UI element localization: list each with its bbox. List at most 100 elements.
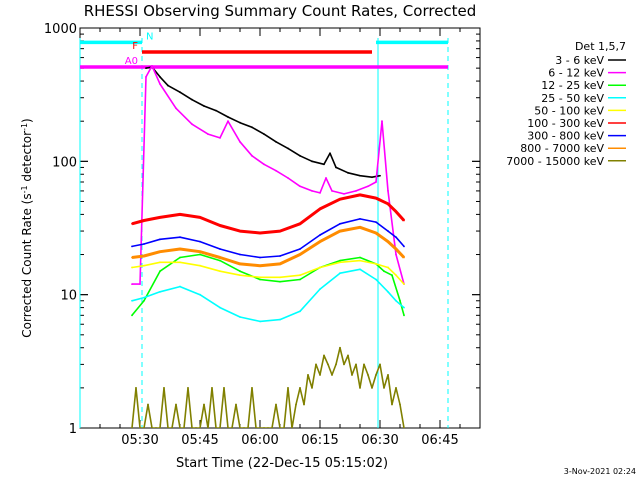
state-bar-label: N	[146, 31, 153, 42]
legend-label: 50 - 100 keV	[534, 104, 604, 117]
data-point	[179, 91, 181, 94]
x-axis-label: Start Time (22-Dec-15 05:15:02)	[176, 456, 388, 471]
data-point	[335, 363, 337, 366]
footer-date: 3-Nov-2021 02:24	[564, 467, 636, 476]
data-point	[279, 263, 281, 265]
series-line-2	[131, 253, 405, 316]
data-point	[339, 222, 341, 225]
data-point	[131, 283, 133, 286]
data-point	[403, 245, 405, 248]
data-point	[199, 250, 201, 253]
data-point	[179, 427, 181, 428]
data-point	[271, 427, 273, 428]
data-point	[215, 427, 217, 428]
data-point	[403, 427, 405, 428]
data-point	[295, 403, 297, 406]
data-point	[383, 270, 385, 273]
x-tick-label: 06:45	[421, 433, 458, 448]
data-point	[255, 427, 257, 428]
data-point	[279, 230, 281, 232]
data-point	[307, 374, 309, 376]
data-point	[375, 263, 377, 265]
data-point	[247, 427, 249, 428]
data-point	[327, 363, 329, 366]
data-point	[279, 280, 281, 283]
data-point	[175, 403, 177, 406]
data-point	[319, 288, 321, 291]
data-point	[243, 427, 245, 428]
data-point	[131, 427, 133, 428]
data-point	[239, 253, 241, 256]
data-point	[259, 264, 261, 267]
data-point	[143, 427, 145, 428]
data-point	[287, 386, 289, 389]
data-point	[239, 263, 241, 265]
data-point	[299, 154, 301, 157]
data-point	[387, 190, 389, 192]
data-point	[131, 222, 133, 225]
data-point	[131, 245, 133, 248]
data-point	[375, 181, 377, 183]
data-point	[143, 255, 145, 257]
data-point	[239, 140, 241, 143]
data-point	[251, 386, 253, 389]
data-point	[143, 299, 145, 302]
data-point	[359, 174, 361, 177]
data-point	[339, 259, 341, 262]
data-point	[219, 259, 221, 262]
data-point	[167, 427, 169, 428]
state-bar-label: A0	[125, 56, 138, 67]
x-tick-label: 05:45	[181, 433, 218, 448]
x-tick-label: 06:30	[361, 433, 398, 448]
chart-title: RHESSI Observing Summary Count Rates, Co…	[84, 2, 477, 20]
y-tick-label: 10	[60, 289, 77, 304]
data-point	[359, 386, 361, 389]
state-bar-label: F	[132, 41, 138, 52]
data-point	[259, 276, 261, 279]
data-point	[259, 256, 261, 259]
data-point	[279, 255, 281, 257]
data-point	[359, 194, 361, 196]
data-point	[339, 198, 341, 201]
data-point	[151, 427, 153, 428]
data-point	[335, 166, 337, 169]
data-point	[291, 427, 293, 428]
data-point	[359, 268, 361, 271]
data-point	[143, 219, 145, 222]
data-point	[199, 427, 201, 428]
data-point	[139, 283, 141, 286]
data-point	[259, 232, 261, 234]
data-point	[355, 363, 357, 366]
data-point	[239, 230, 241, 232]
data-point	[331, 190, 333, 192]
data-point	[311, 386, 313, 389]
data-point	[239, 274, 241, 277]
data-point	[275, 169, 277, 172]
data-point	[287, 177, 289, 179]
data-point	[359, 218, 361, 220]
series-line-6	[131, 218, 405, 259]
data-point	[159, 75, 161, 78]
data-point	[219, 270, 221, 273]
data-point	[275, 403, 277, 406]
data-point	[387, 202, 389, 205]
data-point	[375, 232, 377, 234]
data-point	[403, 219, 405, 222]
data-point	[235, 403, 237, 406]
data-point	[251, 154, 253, 157]
data-point	[359, 259, 361, 262]
data-point	[299, 386, 301, 389]
data-point	[367, 374, 369, 376]
data-point	[131, 314, 133, 317]
data-point	[311, 160, 313, 163]
data-point	[159, 216, 161, 219]
plot-frame	[79, 27, 481, 429]
data-point	[203, 403, 205, 406]
data-point	[203, 105, 205, 107]
data-point	[359, 256, 361, 259]
data-point	[275, 140, 277, 143]
data-point	[339, 272, 341, 275]
data-point	[339, 346, 341, 349]
data-point	[199, 293, 201, 296]
